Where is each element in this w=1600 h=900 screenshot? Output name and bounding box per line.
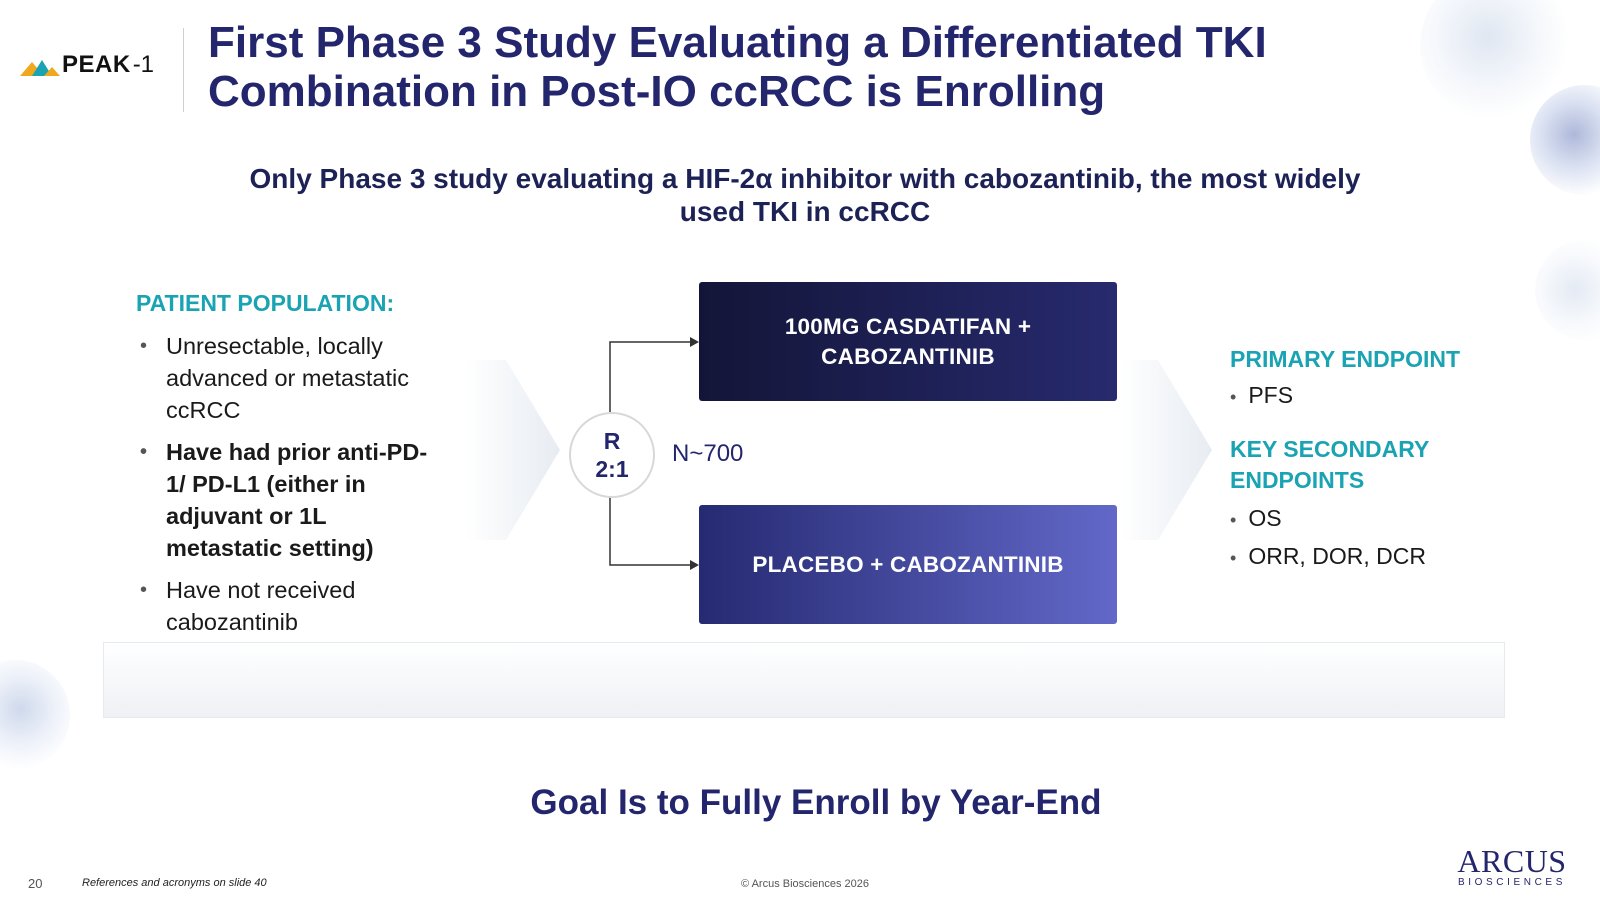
slide-title: First Phase 3 Study Evaluating a Differe… [208,18,1588,116]
right-chevron-arrow [1122,360,1212,540]
population-item-line: advanced or metastatic [166,365,409,391]
bullet-icon: • [140,441,148,463]
page-number: 20 [28,876,43,891]
company-sub: BIOSCIENCES [1458,877,1566,888]
bullet-icon: • [1230,387,1237,407]
logo-suffix: -1 [132,51,155,78]
slide-subtitle: Only Phase 3 study evaluating a HIF-2α i… [180,162,1430,228]
population-item: • Have had prior anti-PD- 1/ PD-L1 (eith… [136,436,476,564]
subtitle-line-2: used TKI in ccRCC [679,196,931,227]
population-item-line: Unresectable, locally [166,333,383,359]
treatment-arm-placebo: PLACEBO + CABOZANTINIB [699,505,1117,624]
peak-mountain-icon [20,60,60,76]
arm-label-line: 100MG CASDATIFAN + [784,313,1032,339]
randomization-circle: R 2:1 [569,412,655,498]
secondary-endpoint-item: • OS [1230,505,1282,532]
patient-population-heading: PATIENT POPULATION: [136,290,395,316]
population-item: • Have not received cabozantinib [136,574,476,638]
secondary-endpoints-heading: KEY SECONDARY ENDPOINTS [1230,434,1490,496]
population-item-line: 1/ PD-L1 (either in [166,471,366,497]
logo-text: PEAK [62,51,131,78]
sample-size-label: N~700 [672,440,744,467]
population-item-line: metastatic setting) [166,535,374,561]
arm-label-line: PLACEBO + CABOZANTINIB [752,551,1064,577]
title-line-2: Combination in Post-IO ccRCC is Enrollin… [208,67,1106,116]
heading-line: ENDPOINTS [1230,467,1365,493]
bullet-icon: • [1230,510,1237,530]
title-line-1: First Phase 3 Study Evaluating a Differe… [208,18,1267,67]
patient-population-list: • Unresectable, locally advanced or meta… [136,330,476,648]
population-item-line: ccRCC [166,397,241,423]
bullet-icon: • [140,335,148,357]
heading-line: KEY SECONDARY [1230,436,1430,462]
arm-label-line: CABOZANTINIB [821,343,995,369]
peak-1-logo: PEAK -1 [18,50,154,80]
cell-illustration-top-right [1420,0,1570,120]
population-item-line: cabozantinib [166,609,298,635]
primary-endpoint-heading: PRIMARY ENDPOINT [1230,346,1461,372]
treatment-arm-casdatifan: 100MG CASDATIFAN + CABOZANTINIB [699,282,1117,401]
bullet-icon: • [140,579,148,601]
cell-illustration-right-middle [1535,240,1600,340]
copyright-text: © Arcus Biosciences 2026 [741,878,869,890]
header-divider [183,28,184,112]
population-item-line: adjuvant or 1L [166,503,327,529]
subtitle-line-1: Only Phase 3 study evaluating a HIF-2α i… [249,163,1361,194]
references-note: References and acronyms on slide 40 [82,877,267,889]
primary-endpoint-item: • PFS [1230,382,1293,409]
population-item: • Unresectable, locally advanced or meta… [136,330,476,426]
endpoint-text: PFS [1248,382,1294,408]
bullet-icon: • [1230,548,1237,568]
secondary-endpoint-item: • ORR, DOR, DCR [1230,543,1426,570]
arcus-biosciences-logo: ARCUS BIOSCIENCES [1432,843,1592,888]
endpoint-text: ORR, DOR, DCR [1248,543,1426,569]
goal-statement: Goal Is to Fully Enroll by Year-End [530,783,1102,822]
randomization-ratio: 2:1 [595,456,629,482]
population-item-line: Have not received [166,577,356,603]
endpoint-text: OS [1248,505,1282,531]
cell-illustration-left-bottom [0,660,70,770]
population-item-line: Have had prior anti-PD- [166,439,428,465]
highlight-banner [103,642,1505,718]
left-chevron-arrow [466,360,560,540]
randomization-label: R [603,428,621,454]
company-name: ARCUS [1457,843,1567,879]
